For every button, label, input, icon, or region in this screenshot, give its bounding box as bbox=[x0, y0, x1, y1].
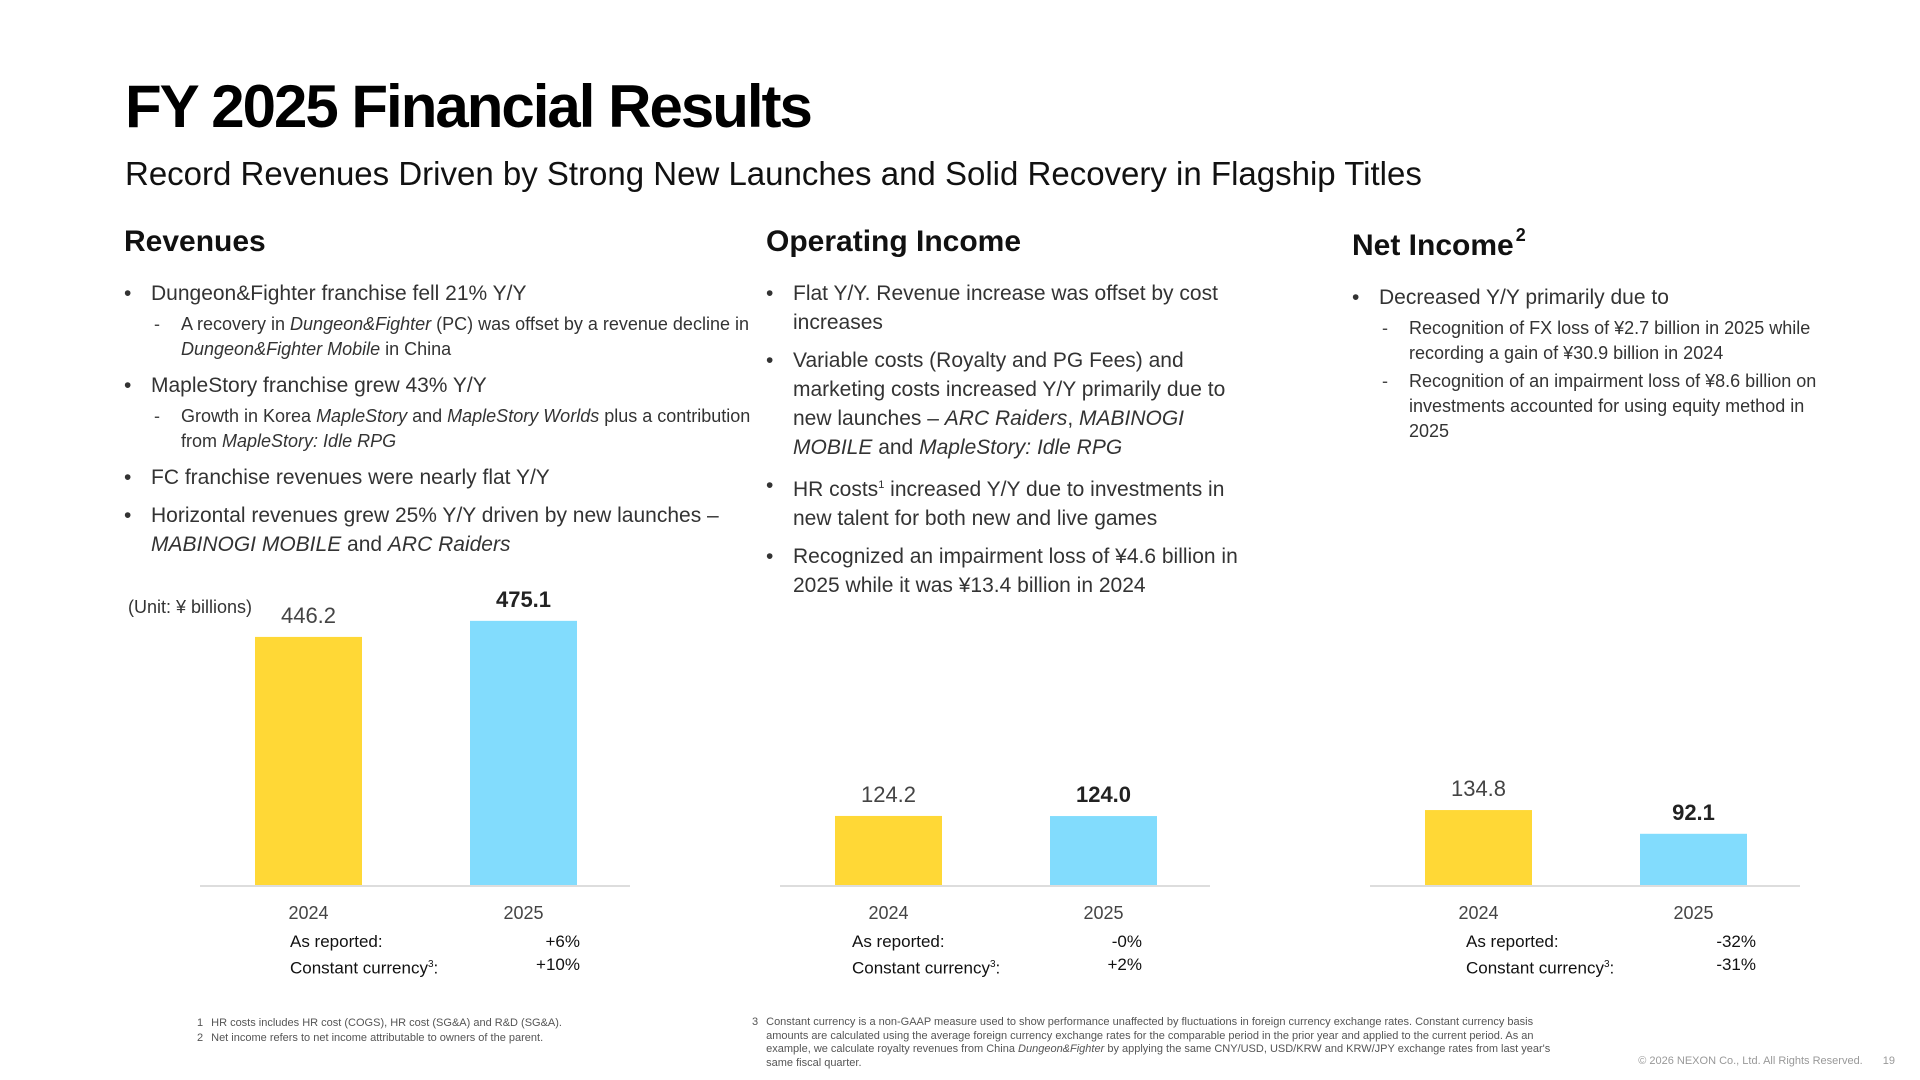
bar-value-label: 92.1 bbox=[1672, 800, 1715, 825]
bar-2024 bbox=[1425, 810, 1532, 885]
revenues-chart: 446.2 2024 475.1 2025 bbox=[200, 560, 640, 940]
net-income-growth: As reported: -32% Constant currency3: -31% bbox=[1466, 932, 1756, 978]
list-item: Recognition of an impairment loss of ¥8.… bbox=[1379, 369, 1832, 444]
list-item: Growth in Korea MapleStory and MapleStor… bbox=[151, 404, 764, 454]
x-tick-label: 2024 bbox=[288, 903, 328, 923]
list-item: Decreased Y/Y primarily due to Recogniti… bbox=[1352, 283, 1832, 444]
copyright: © 2026 NEXON Co., Ltd. All Rights Reserv… bbox=[1638, 1055, 1895, 1067]
page-title: FY 2025 Financial Results bbox=[125, 73, 813, 140]
net-income-chart: 134.8 2024 92.1 2025 bbox=[1370, 560, 1810, 940]
bar-value-label: 124.2 bbox=[861, 782, 916, 807]
x-tick-label: 2025 bbox=[1673, 903, 1713, 923]
page-subtitle: Record Revenues Driven by Strong New Lau… bbox=[125, 155, 1422, 192]
bar-2024 bbox=[255, 636, 362, 885]
bar-value-label: 446.2 bbox=[281, 603, 336, 628]
revenues-heading: Revenues bbox=[124, 225, 266, 258]
list-item: Recognition of FX loss of ¥2.7 billion i… bbox=[1379, 316, 1832, 366]
bar-value-label: 124.0 bbox=[1076, 782, 1131, 807]
unit-label: (Unit: ¥ billions) bbox=[128, 597, 253, 617]
revenues-section: Revenues Dungeon&Fighter franchise fell … bbox=[124, 225, 764, 568]
revenues-bullets: Dungeon&Fighter franchise fell 21% Y/Y A… bbox=[124, 279, 764, 559]
list-item: Dungeon&Fighter franchise fell 21% Y/Y A… bbox=[124, 279, 764, 362]
list-item: A recovery in Dungeon&Fighter (PC) was o… bbox=[151, 312, 764, 362]
bar-value-label: 475.1 bbox=[496, 587, 551, 612]
operating-income-bullets: Flat Y/Y. Revenue increase was offset by… bbox=[766, 279, 1256, 600]
x-tick-label: 2024 bbox=[1458, 903, 1498, 923]
net-income-chart-svg: 134.8 2024 92.1 2025 bbox=[1370, 776, 1800, 923]
net-income-heading: Net Income 2 bbox=[1352, 225, 1526, 262]
operating-income-heading: Operating Income bbox=[766, 225, 1022, 258]
bar-2025 bbox=[1640, 833, 1747, 885]
bar-2025 bbox=[470, 620, 577, 885]
operating-income-growth: As reported: -0% Constant currency3: +2% bbox=[852, 932, 1142, 978]
x-tick-label: 2024 bbox=[868, 903, 908, 923]
list-item: Horizontal revenues grew 25% Y/Y driven … bbox=[124, 501, 764, 559]
footnotes-left: 1 HR costs includes HR cost (COGS), HR co… bbox=[197, 1016, 562, 1046]
page-number: 19 bbox=[1882, 1055, 1895, 1067]
revenues-growth: As reported: +6% Constant currency3: +10% bbox=[290, 932, 580, 978]
bar-value-label: 134.8 bbox=[1451, 776, 1506, 801]
footnote-1: 1 HR costs includes HR cost (COGS), HR co… bbox=[197, 1017, 562, 1029]
operating-income-section: Operating Income Flat Y/Y. Revenue incre… bbox=[766, 225, 1256, 609]
list-item: Recognized an impairment loss of ¥4.6 bi… bbox=[766, 542, 1256, 600]
x-tick-label: 2025 bbox=[1083, 903, 1123, 923]
operating-income-chart-svg: 124.2 2024 124.0 2025 bbox=[780, 782, 1210, 923]
revenues-chart-svg: 446.2 2024 475.1 2025 bbox=[200, 587, 630, 923]
x-tick-label: 2025 bbox=[503, 903, 543, 923]
footnote-3: 3 Constant currency is a non-GAAP measur… bbox=[752, 1016, 1551, 1069]
list-item: Flat Y/Y. Revenue increase was offset by… bbox=[766, 279, 1256, 337]
footnote-2: 2 Net income refers to net income attribu… bbox=[197, 1032, 544, 1044]
list-item: HR costs1 increased Y/Y due to investmen… bbox=[766, 471, 1256, 533]
list-item: MapleStory franchise grew 43% Y/Y Growth… bbox=[124, 371, 764, 454]
list-item: FC franchise revenues were nearly flat Y… bbox=[124, 463, 764, 492]
bar-2025 bbox=[1050, 816, 1157, 885]
bar-2024 bbox=[835, 815, 942, 885]
net-income-bullets: Decreased Y/Y primarily due to Recogniti… bbox=[1352, 283, 1832, 444]
list-item: Variable costs (Royalty and PG Fees) and… bbox=[766, 346, 1256, 462]
operating-income-chart: 124.2 2024 124.0 2025 bbox=[780, 560, 1220, 940]
